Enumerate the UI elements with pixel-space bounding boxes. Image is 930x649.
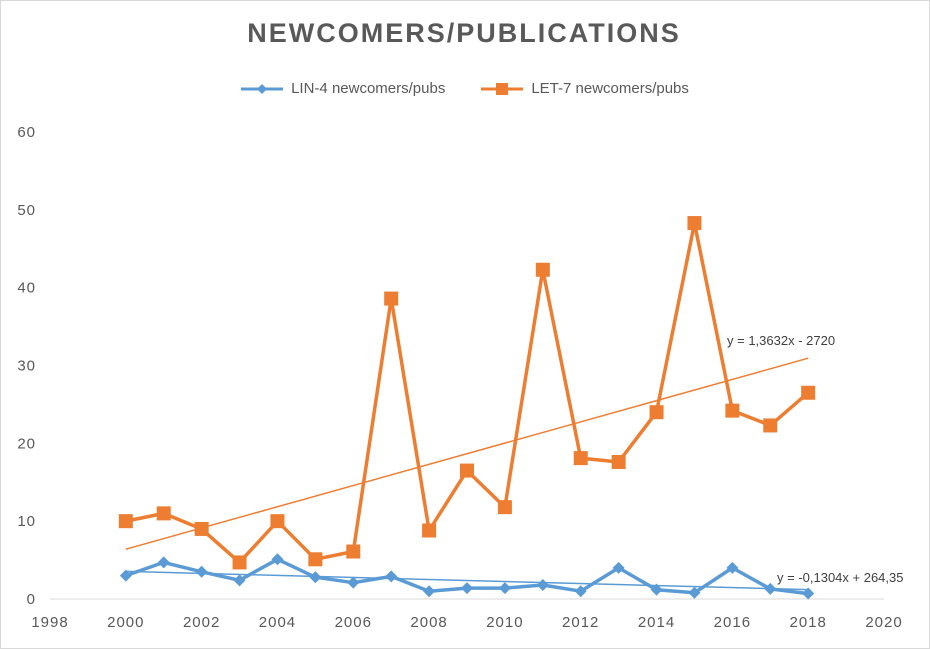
data-point-lin4 (157, 556, 170, 569)
data-point-let7 (422, 523, 437, 538)
y-tick-label: 50 (17, 202, 36, 219)
legend-marker-let7 (481, 82, 524, 95)
legend-label-lin4: LIN-4 newcomers/pubs (291, 80, 446, 97)
series-line-let7 (125, 221, 810, 565)
x-tick-label: 2018 (789, 614, 826, 631)
x-tick-label: 2004 (259, 614, 296, 631)
data-point-lin4 (461, 582, 473, 595)
data-point-let7 (687, 216, 702, 231)
trendline-let7 (125, 357, 809, 550)
y-tick-label: 30 (17, 358, 36, 375)
data-point-let7 (270, 514, 285, 529)
data-point-let7 (801, 385, 816, 400)
data-point-lin4 (309, 571, 322, 584)
data-point-let7 (725, 403, 740, 418)
data-point-let7 (460, 463, 474, 478)
data-point-let7 (118, 514, 133, 529)
y-tick-label: 20 (17, 435, 36, 452)
legend: LIN-4 newcomers/pubs LET-7 newcomers/pub… (0, 80, 928, 97)
legend-marker-lin4 (241, 83, 284, 94)
data-point-lin4 (385, 570, 398, 583)
data-point-let7 (384, 291, 399, 306)
data-point-let7 (232, 555, 247, 570)
data-point-let7 (156, 506, 171, 521)
y-tick-label: 10 (17, 513, 36, 530)
legend-item-let7[interactable]: LET-7 newcomers/pubs (479, 80, 689, 97)
legend-item-lin4[interactable]: LIN-4 newcomers/pubs (239, 80, 445, 97)
data-point-let7 (308, 552, 323, 567)
x-tick-label: 2020 (865, 614, 902, 631)
y-tick-label: 40 (17, 280, 36, 297)
data-point-let7 (497, 500, 512, 515)
data-point-lin4 (423, 585, 436, 598)
data-point-lin4 (726, 561, 739, 574)
x-tick-label: 2010 (486, 614, 523, 631)
data-point-let7 (611, 455, 626, 470)
data-point-lin4 (650, 583, 663, 596)
data-point-lin4 (233, 574, 246, 587)
data-point-let7 (649, 405, 664, 420)
x-tick-label: 2014 (638, 614, 675, 631)
data-point-lin4 (498, 582, 511, 595)
y-tick-label: 0 (27, 591, 36, 608)
data-point-lin4 (688, 586, 701, 599)
data-point-lin4 (802, 587, 815, 600)
x-tick-label: 2006 (335, 614, 372, 631)
trendline-label-let7: y = 1,3632x - 2720 (727, 333, 835, 348)
chart-title: NEWCOMERS/PUBLICATIONS (247, 18, 681, 48)
data-point-lin4 (536, 578, 549, 591)
data-point-let7 (763, 418, 778, 433)
data-point-lin4 (195, 565, 208, 578)
x-tick-label: 2002 (183, 614, 220, 631)
x-tick-label: 2000 (107, 614, 144, 631)
data-point-lin4 (119, 569, 132, 582)
data-point-lin4 (574, 585, 587, 598)
x-tick-label: 2016 (714, 614, 751, 631)
data-point-let7 (535, 262, 550, 277)
data-point-let7 (573, 451, 588, 466)
data-point-let7 (346, 544, 361, 559)
data-point-lin4 (347, 576, 360, 589)
data-point-lin4 (612, 561, 625, 574)
x-tick-label: 1998 (31, 614, 68, 631)
x-tick-label: 2008 (410, 614, 447, 631)
data-point-let7 (194, 521, 209, 536)
data-point-lin4 (271, 553, 284, 566)
y-tick-label: 60 (17, 124, 36, 141)
data-point-lin4 (764, 582, 777, 595)
legend-label-let7: LET-7 newcomers/pubs (531, 80, 689, 97)
trendline-label-lin4: y = -0,1304x + 264,35 (777, 570, 903, 585)
x-tick-label: 2012 (562, 614, 599, 631)
